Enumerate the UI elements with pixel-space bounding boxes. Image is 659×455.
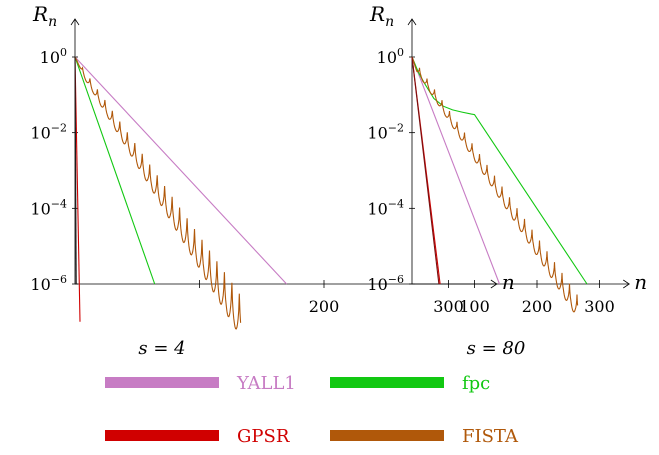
legend-label-gpsr: GPSR [237,426,290,447]
y-axis-label: Rn [369,2,394,30]
y-axis-label: Rn [32,2,57,30]
chart-panel-left: 100 10−2 10−4 10−6 200 300 Rn n s = 4 [30,2,514,359]
y-tick-label: 10−4 [30,197,67,218]
x-tick-label: 200 [309,297,340,316]
x-axis-label: n [634,270,647,294]
legend-label-fista: FISTA [462,426,519,447]
legend-swatch-fpc [330,377,444,388]
legend: YALL1 fpc GPSR FISTA [105,373,519,447]
series-group [411,56,588,313]
legend-label-yall1: YALL1 [236,373,296,394]
legend-swatch-yall1 [105,377,219,388]
series-fista-line [411,56,579,313]
y-tick-label: 100 [40,46,67,67]
y-tick-label: 10−4 [367,197,404,218]
y-tick-label: 10−2 [367,122,404,143]
y-tick-label: 100 [377,46,404,67]
series-yall1-line [74,56,288,285]
legend-label-fpc: fpc [462,373,490,394]
x-axis-arrow [623,279,630,289]
y-tick-label: 10−6 [30,273,67,294]
series-extra-line-0 [411,56,440,285]
x-tick-label: 300 [584,297,615,316]
series-group [74,56,288,330]
panel-caption: s = 4 [138,338,185,359]
legend-swatch-gpsr [105,430,219,441]
x-axis-label: n [502,270,515,294]
series-fpc-line [411,56,588,285]
legend-swatch-fista [330,430,444,441]
chart-panel-right: 100 10−2 10−4 10−6 100 200 300 Rn n s = 80 [367,2,647,359]
panel-caption: s = 80 [467,338,526,359]
series-fpc-line [74,56,156,285]
series-yall1-line [411,56,501,285]
y-axis-arrow [407,18,417,26]
series-fista-line [74,56,242,330]
series-gpsr-line [74,56,81,322]
y-tick-label: 10−2 [30,122,67,143]
x-tick-label: 100 [459,297,490,316]
x-tick-label: 300 [433,297,464,316]
series-extra-line-0 [74,56,77,285]
x-tick-label: 200 [522,297,553,316]
y-axis-arrow [70,18,80,26]
y-tick-label: 10−6 [367,273,404,294]
